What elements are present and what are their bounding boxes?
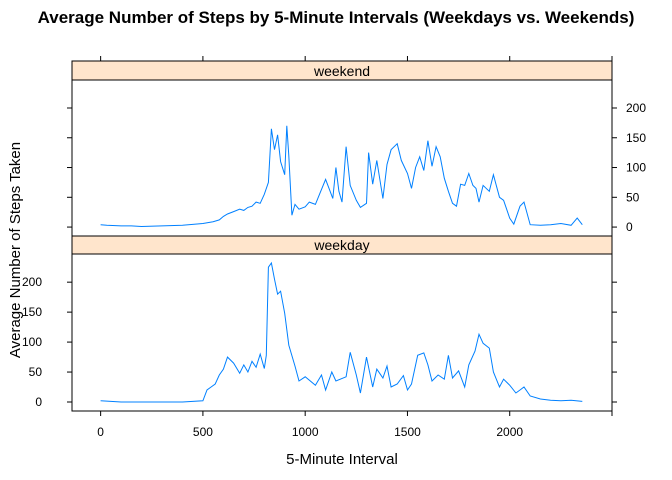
- series-line-weekend: [100, 125, 583, 228]
- y-tick-label: 50: [29, 365, 43, 379]
- y-tick-label: 200: [626, 101, 646, 115]
- chart-title: Average Number of Steps by 5-Minute Inte…: [38, 8, 635, 27]
- strip-label-weekday: weekday: [313, 237, 369, 253]
- panel-weekend: weekend 0 50 100 150 200: [67, 56, 646, 237]
- y-tick-label: 150: [22, 305, 42, 319]
- plot-frame-weekend: [71, 79, 613, 237]
- x-tick-label: 1500: [394, 425, 421, 439]
- x-tick-label: 0: [97, 425, 104, 439]
- y-axis-title: Average Number of Steps Taken: [7, 142, 24, 358]
- x-axis-title: 5-Minute Interval: [286, 451, 398, 468]
- plot-frame-weekday: [71, 253, 613, 412]
- y-tick-label: 100: [626, 161, 646, 175]
- x-tick-label: 1000: [292, 425, 319, 439]
- y-tick-label: 0: [626, 220, 633, 234]
- y-tick-label: 0: [35, 395, 42, 409]
- x-tick-label: 2000: [496, 425, 523, 439]
- series-line-weekday: [100, 261, 583, 403]
- y-tick-label: 100: [22, 335, 42, 349]
- y-tick-label: 200: [22, 275, 42, 289]
- y-tick-label: 150: [626, 131, 646, 145]
- strip-label-weekend: weekend: [313, 63, 370, 79]
- x-tick-label: 500: [193, 425, 213, 439]
- y-tick-label: 50: [626, 190, 640, 204]
